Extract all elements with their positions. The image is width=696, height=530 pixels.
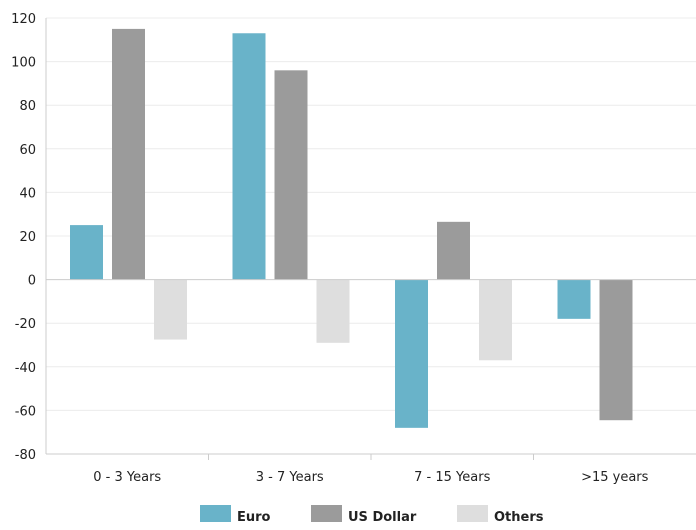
y-tick-label: 80 [19, 99, 36, 114]
bar-others [154, 279, 187, 340]
bar-us-dollar [112, 28, 145, 280]
legend-swatch [311, 505, 342, 522]
axes [45, 18, 696, 460]
bar-others [479, 279, 512, 361]
y-tick-label: -20 [15, 317, 36, 332]
y-tick-label: -80 [15, 448, 36, 463]
bar-us-dollar [437, 221, 470, 280]
legend-label: Others [494, 510, 544, 525]
y-tick-label: -40 [15, 361, 36, 376]
y-tick-label: -60 [15, 404, 36, 419]
legend-swatch [200, 505, 231, 522]
y-tick-label: 60 [19, 143, 36, 158]
y-tick-label: 120 [11, 12, 36, 27]
legend-label: US Dollar [348, 510, 417, 525]
axis-labels: 120 100 80 60 40 20 0 -20 -40 -60 -80 0 - 3 Years 3 … [11, 12, 648, 485]
legend-label: Euro [237, 510, 271, 525]
x-category-label: 7 - 15 Years [414, 470, 490, 485]
legend: Euro US Dollar Others [200, 505, 544, 525]
legend-swatch [457, 505, 488, 522]
y-tick-label: 0 [28, 274, 36, 289]
bar-others [316, 279, 350, 343]
bar-euro [232, 33, 266, 280]
x-category-label: 0 - 3 Years [93, 470, 161, 485]
y-tick-label: 20 [19, 230, 36, 245]
bar-us-dollar [599, 279, 633, 421]
bar-euro [557, 279, 591, 319]
bar-euro [70, 225, 103, 280]
y-tick-label: 40 [19, 186, 36, 201]
x-category-label: >15 years [581, 470, 649, 485]
x-category-label: 3 - 7 Years [256, 470, 324, 485]
y-tick-label: 100 [11, 56, 36, 71]
bar-euro [395, 279, 428, 428]
bar-us-dollar [274, 70, 308, 280]
bars [70, 28, 633, 428]
